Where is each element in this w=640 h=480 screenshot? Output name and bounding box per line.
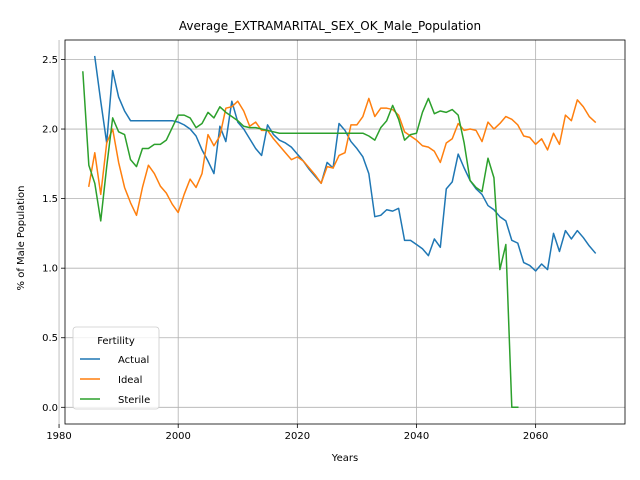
y-tick-label: 1.5 [42, 194, 58, 205]
y-tick-label: 2.5 [42, 55, 58, 66]
series-line-ideal [87, 97, 597, 217]
legend-label-sterile: Sterile [118, 395, 150, 406]
series-lines [82, 55, 597, 409]
y-tick-label: 0.0 [42, 403, 58, 414]
legend-label-ideal: Ideal [118, 375, 142, 386]
y-tick-label: 2.0 [42, 125, 58, 136]
series-line-actual [93, 55, 597, 272]
y-tick-label: 0.5 [42, 333, 58, 344]
x-tick-label: 2040 [404, 431, 429, 442]
legend-label-actual: Actual [118, 355, 149, 366]
y-axis-label: % of Male Population [16, 186, 27, 291]
x-axis-label: Years [331, 453, 358, 464]
y-tick-label: 1.0 [42, 264, 58, 275]
chart-title: Average_EXTRAMARITAL_SEX_OK_Male_Populat… [179, 19, 481, 33]
x-tick-label: 1980 [46, 431, 71, 442]
grid-lines [58, 40, 625, 424]
legend-title: Fertility [97, 336, 135, 347]
legend: Fertility Actual Ideal Sterile [72, 326, 160, 410]
legend-box [72, 326, 160, 410]
plot-area-frame [64, 39, 626, 425]
x-tick-label: 2060 [523, 431, 548, 442]
x-tick-label: 2020 [285, 431, 310, 442]
x-tick-label: 2000 [165, 431, 190, 442]
series-line-sterile [82, 71, 519, 409]
axis-ticks: 1980 2000 2020 2040 2060 0.0 0.5 1.0 1.5 2.0 2.5 [42, 55, 548, 442]
